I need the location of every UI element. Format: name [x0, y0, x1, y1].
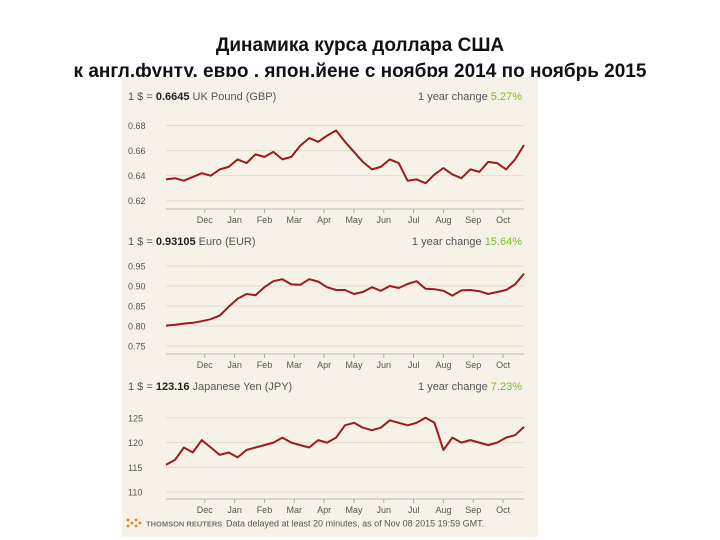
- x-tick-label: Jun: [377, 360, 392, 370]
- header-rate-value: 0.93105: [156, 236, 196, 248]
- chart-header: 1 $ = 0.6645 UK Pound (GBP): [128, 91, 276, 103]
- x-tick-label: Mar: [287, 215, 303, 225]
- x-tick-label: Aug: [435, 360, 451, 370]
- logo-dot: [126, 518, 130, 522]
- y-tick-label: 0.62: [128, 196, 146, 206]
- y-tick-label: 0.90: [128, 282, 146, 292]
- x-tick-label: Oct: [496, 505, 511, 515]
- currency-chart-panel: 1 $ = 0.6645 UK Pound (GBP) 1 year change…: [122, 77, 538, 537]
- header-currency-name: Euro (EUR): [196, 236, 256, 248]
- x-tick-label: Dec: [197, 215, 214, 225]
- series-line: [165, 416, 525, 466]
- x-tick-label: Oct: [496, 360, 511, 370]
- logo-dot: [134, 524, 138, 528]
- header-currency-name: Japanese Yen (JPY): [189, 381, 292, 393]
- header-rate-value: 123.16: [156, 381, 190, 393]
- x-tick-label: Sep: [465, 505, 481, 515]
- year-change-label: 1 year change: [418, 381, 491, 393]
- x-tick-label: Mar: [287, 360, 303, 370]
- x-tick-label: Jul: [408, 360, 420, 370]
- year-change-value: 5.27%: [491, 91, 522, 103]
- chart-2: 1 $ = 0.93105 Euro (EUR) 1 year change 15…: [128, 236, 525, 370]
- series-line: [165, 129, 525, 185]
- x-tick-label: Jan: [227, 360, 242, 370]
- data-delay-note: Data delayed at least 20 minutes, as of …: [226, 519, 484, 529]
- x-tick-label: Feb: [257, 505, 273, 515]
- logo-dot: [126, 524, 130, 528]
- x-tick-label: Feb: [257, 215, 273, 225]
- x-tick-label: Apr: [317, 215, 331, 225]
- logo-dot: [138, 521, 142, 525]
- x-tick-label: Jan: [227, 505, 242, 515]
- x-tick-label: Dec: [197, 360, 214, 370]
- chart-3: 1 $ = 123.16 Japanese Yen (JPY) 1 year ch…: [128, 381, 525, 515]
- y-tick-label: 0.85: [128, 302, 146, 312]
- slide-title-line2: к англ.фунту, евро , япон.йене с ноября …: [73, 61, 647, 82]
- y-tick-label: 0.66: [128, 146, 146, 156]
- y-tick-label: 0.64: [128, 171, 146, 181]
- reuters-logo: [126, 518, 142, 528]
- x-tick-label: Aug: [435, 215, 451, 225]
- y-tick-label: 0.95: [128, 262, 146, 272]
- y-tick-label: 125: [128, 413, 143, 423]
- year-change: 1 year change 7.23%: [418, 381, 522, 393]
- slide-title-line1: Динамика курса доллара США: [215, 35, 505, 56]
- y-tick-label: 120: [128, 438, 143, 448]
- currency-charts: 1 $ = 0.6645 UK Pound (GBP) 1 year change…: [126, 91, 525, 529]
- x-tick-label: Oct: [496, 215, 511, 225]
- y-tick-label: 110: [128, 488, 142, 498]
- reuters-brand: THOMSON REUTERS: [146, 520, 222, 529]
- header-prefix: 1 $ =: [128, 381, 156, 393]
- x-tick-label: Sep: [465, 215, 481, 225]
- year-change-value: 15.64%: [485, 236, 523, 248]
- logo-dot: [130, 521, 134, 525]
- x-tick-label: Aug: [435, 505, 451, 515]
- chart-header: 1 $ = 0.93105 Euro (EUR): [128, 236, 256, 248]
- x-tick-label: Sep: [465, 360, 481, 370]
- year-change-label: 1 year change: [418, 91, 491, 103]
- x-tick-label: May: [345, 215, 363, 225]
- y-tick-label: 115: [128, 463, 142, 473]
- x-tick-label: Jun: [377, 215, 392, 225]
- header-currency-name: UK Pound (GBP): [189, 91, 276, 103]
- logo-dot: [134, 518, 138, 522]
- x-tick-label: Dec: [197, 505, 214, 515]
- x-tick-label: Apr: [317, 360, 331, 370]
- x-tick-label: Jan: [227, 215, 242, 225]
- series-line: [165, 272, 525, 327]
- y-tick-label: 0.80: [128, 322, 146, 332]
- year-change-label: 1 year change: [412, 236, 485, 248]
- year-change-value: 7.23%: [491, 381, 522, 393]
- year-change: 1 year change 15.64%: [412, 236, 522, 248]
- x-tick-label: Jul: [408, 505, 420, 515]
- x-tick-label: Jun: [377, 505, 392, 515]
- x-tick-label: Jul: [408, 215, 420, 225]
- year-change: 1 year change 5.27%: [418, 91, 522, 103]
- header-prefix: 1 $ =: [128, 91, 156, 103]
- x-tick-label: May: [345, 360, 363, 370]
- header-rate-value: 0.6645: [156, 91, 190, 103]
- x-tick-label: Apr: [317, 505, 331, 515]
- chart-1: 1 $ = 0.6645 UK Pound (GBP) 1 year change…: [128, 91, 525, 225]
- y-tick-label: 0.75: [128, 342, 146, 352]
- chart-header: 1 $ = 123.16 Japanese Yen (JPY): [128, 381, 292, 393]
- x-tick-label: Feb: [257, 360, 273, 370]
- x-tick-label: May: [345, 505, 363, 515]
- y-tick-label: 0.68: [128, 121, 146, 131]
- x-tick-label: Mar: [287, 505, 303, 515]
- header-prefix: 1 $ =: [128, 236, 156, 248]
